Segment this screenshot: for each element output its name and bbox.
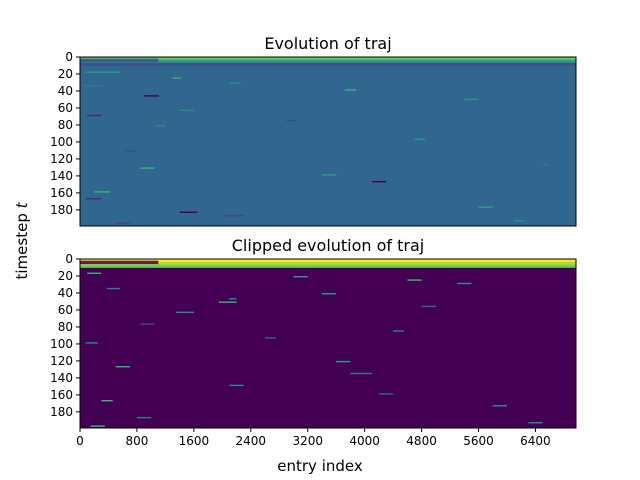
- top-chart-title: Evolution of traj: [264, 34, 391, 53]
- x-tick-label: 0: [76, 434, 84, 448]
- heatmap-streak: [126, 150, 136, 152]
- y-tick-label: 80: [58, 118, 73, 132]
- heatmap-streak: [179, 109, 194, 112]
- heatmap-streak: [293, 275, 308, 278]
- y-axis-label: timestep t: [13, 201, 31, 279]
- heatmap-streak: [286, 119, 298, 122]
- x-tick-label: 1600: [179, 434, 210, 448]
- heatmap-streak: [229, 298, 237, 300]
- y-tick-label: 60: [58, 101, 73, 115]
- heatmap-streak: [115, 222, 130, 225]
- heatmap-streak: [457, 282, 472, 285]
- heatmap-streak: [514, 220, 525, 222]
- heatmap-streak: [140, 323, 155, 325]
- heatmap-streak: [94, 191, 110, 193]
- y-tick-label: 40: [58, 286, 73, 300]
- y-tick-label: 120: [50, 152, 73, 166]
- top-band-stripe: [80, 57, 576, 61]
- heatmap-streak: [107, 287, 120, 290]
- y-tick-label: 0: [65, 50, 73, 64]
- x-tick-label: 4000: [349, 434, 380, 448]
- heatmap-streak: [542, 164, 550, 166]
- heatmap-streak: [172, 77, 182, 79]
- heatmap-streak: [87, 114, 102, 117]
- heatmap-streak: [90, 425, 105, 427]
- heatmap-streak: [378, 393, 394, 395]
- heatmap-streak: [321, 292, 337, 295]
- heatmap-streak: [136, 416, 152, 419]
- heatmap-streak: [115, 366, 130, 368]
- heatmap-streak: [336, 360, 351, 363]
- heatmap-streak: [371, 180, 386, 183]
- heatmap-streak: [229, 82, 241, 84]
- heatmap-streak: [321, 174, 337, 176]
- heatmap-streak: [176, 311, 194, 314]
- heatmap-streak: [350, 372, 372, 375]
- heatmap-streak: [84, 85, 103, 87]
- heatmap-streak: [414, 138, 426, 140]
- x-axis-label: entry index: [277, 457, 363, 475]
- heatmap-streak: [393, 330, 404, 332]
- heatmap-streak: [492, 405, 507, 407]
- y-tick-label: 60: [58, 303, 73, 317]
- x-tick-label: 2400: [236, 434, 267, 448]
- heatmap-streak: [229, 384, 244, 387]
- top-band-early-region: [80, 58, 159, 63]
- heatmap-streak: [265, 337, 276, 339]
- heatmap-streak: [101, 399, 113, 402]
- top-band-stripe: [80, 264, 576, 268]
- heatmap-background: [80, 57, 576, 226]
- heatmap-streak: [85, 342, 98, 344]
- heatmap-streak: [407, 279, 422, 281]
- heatmap-streak: [179, 211, 198, 213]
- heatmap-streak: [85, 71, 120, 73]
- y-tick-label: 160: [50, 186, 73, 200]
- heatmap-streak: [87, 272, 102, 274]
- y-tick-label: 100: [50, 135, 73, 149]
- y-axis-label-symbol: t: [13, 201, 31, 208]
- heatmap-streak: [218, 301, 237, 303]
- x-tick-label: 800: [125, 434, 148, 448]
- y-tick-label: 160: [50, 388, 73, 402]
- x-tick-label: 6400: [520, 434, 551, 448]
- x-tick-label: 3200: [292, 434, 323, 448]
- heatmap-streak: [528, 422, 543, 424]
- y-tick-label: 80: [58, 320, 73, 334]
- top-band-early-region: [80, 260, 159, 265]
- heatmap-streak: [464, 98, 479, 101]
- heatmap-background: [80, 259, 576, 428]
- heatmap-streak: [154, 124, 166, 127]
- y-tick-label: 120: [50, 354, 73, 368]
- y-axis-label-word: timestep: [13, 208, 31, 279]
- y-tick-label: 140: [50, 169, 73, 183]
- y-tick-label: 180: [50, 203, 73, 217]
- y-tick-label: 20: [58, 67, 73, 81]
- y-tick-label: 40: [58, 84, 73, 98]
- y-tick-label: 20: [58, 269, 73, 283]
- top-band-stripe: [80, 59, 576, 63]
- top-band-stripe: [80, 261, 576, 265]
- top-band-stripe: [80, 259, 576, 263]
- y-tick-label: 180: [50, 405, 73, 419]
- heatmap-streak: [344, 89, 357, 91]
- top-heatmap-panel: 0 20 40 60 80 100 120 140 160 180: [50, 50, 577, 227]
- x-tick-label: 4800: [406, 434, 437, 448]
- heatmap-streak: [144, 95, 159, 97]
- heatmap-streak: [478, 206, 493, 208]
- heatmap-streak: [85, 197, 102, 200]
- y-tick-label: 0: [65, 252, 73, 266]
- heatmap-streak: [140, 167, 155, 169]
- bottom-heatmap-panel: 0 20 40 60 80 100 120 140 160 180 0 800 1600 2400 3200…: [50, 252, 577, 448]
- heatmap-streak: [421, 305, 436, 308]
- top-band-stripe: [80, 62, 576, 66]
- bottom-chart-title: Clipped evolution of traj: [232, 236, 425, 255]
- y-tick-label: 140: [50, 371, 73, 385]
- x-tick-label: 5600: [463, 434, 494, 448]
- heatmap-streak: [222, 214, 244, 217]
- y-tick-label: 100: [50, 337, 73, 351]
